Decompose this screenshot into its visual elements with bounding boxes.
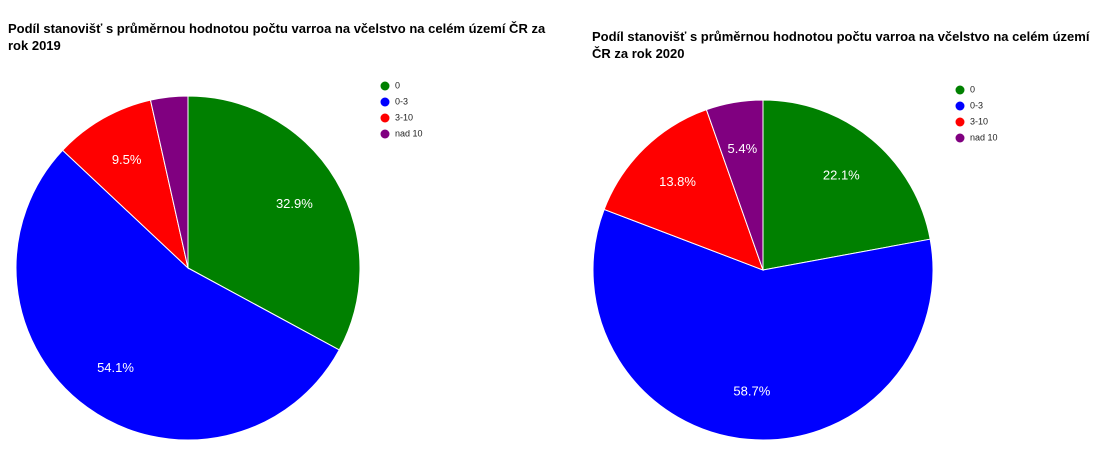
pie-slice xyxy=(15,149,340,441)
legend-label: 0 xyxy=(395,80,400,90)
data-label: 9.5% xyxy=(112,152,142,167)
chart-title: Podíl stanovišť s průměrnou hodnotou poč… xyxy=(592,29,1090,61)
pie-slice xyxy=(61,99,189,270)
legend-swatch xyxy=(955,85,965,95)
title-line: ČR za rok 2020 xyxy=(592,46,685,61)
legend-swatch xyxy=(380,81,390,91)
data-label: 13.8% xyxy=(659,174,696,189)
legend-swatch xyxy=(955,133,965,143)
legend-label: nad 10 xyxy=(395,128,423,138)
pie-slice xyxy=(592,208,934,441)
legend-label: 3-10 xyxy=(395,112,413,122)
legend-swatch xyxy=(955,101,965,111)
data-label: 5.4% xyxy=(728,141,758,156)
legend-label: 0-3 xyxy=(395,96,408,106)
legend-swatch xyxy=(380,113,390,123)
title-line: rok 2019 xyxy=(8,38,61,53)
pie-slice xyxy=(187,95,361,351)
legend-label: nad 10 xyxy=(970,132,998,142)
data-label: 32.9% xyxy=(276,196,313,211)
legend-label: 0 xyxy=(970,84,975,94)
legend-swatch xyxy=(955,117,965,127)
legend-swatch xyxy=(380,97,390,107)
pie-slice xyxy=(762,99,931,271)
data-label: 54.1% xyxy=(97,360,134,375)
legend-label: 0-3 xyxy=(970,100,983,110)
data-label: 22.1% xyxy=(823,167,860,182)
title-line: Podíl stanovišť s průměrnou hodnotou poč… xyxy=(592,29,1090,44)
legend-label: 3-10 xyxy=(970,116,988,126)
pie-slice xyxy=(603,109,764,271)
pie-slice xyxy=(705,99,764,271)
data-label: 58.7% xyxy=(733,383,770,398)
chart-title: Podíl stanovišť s průměrnou hodnotou poč… xyxy=(8,21,546,53)
pie-slice xyxy=(149,95,189,269)
title-line: Podíl stanovišť s průměrnou hodnotou poč… xyxy=(8,21,546,36)
legend-swatch xyxy=(380,129,390,139)
